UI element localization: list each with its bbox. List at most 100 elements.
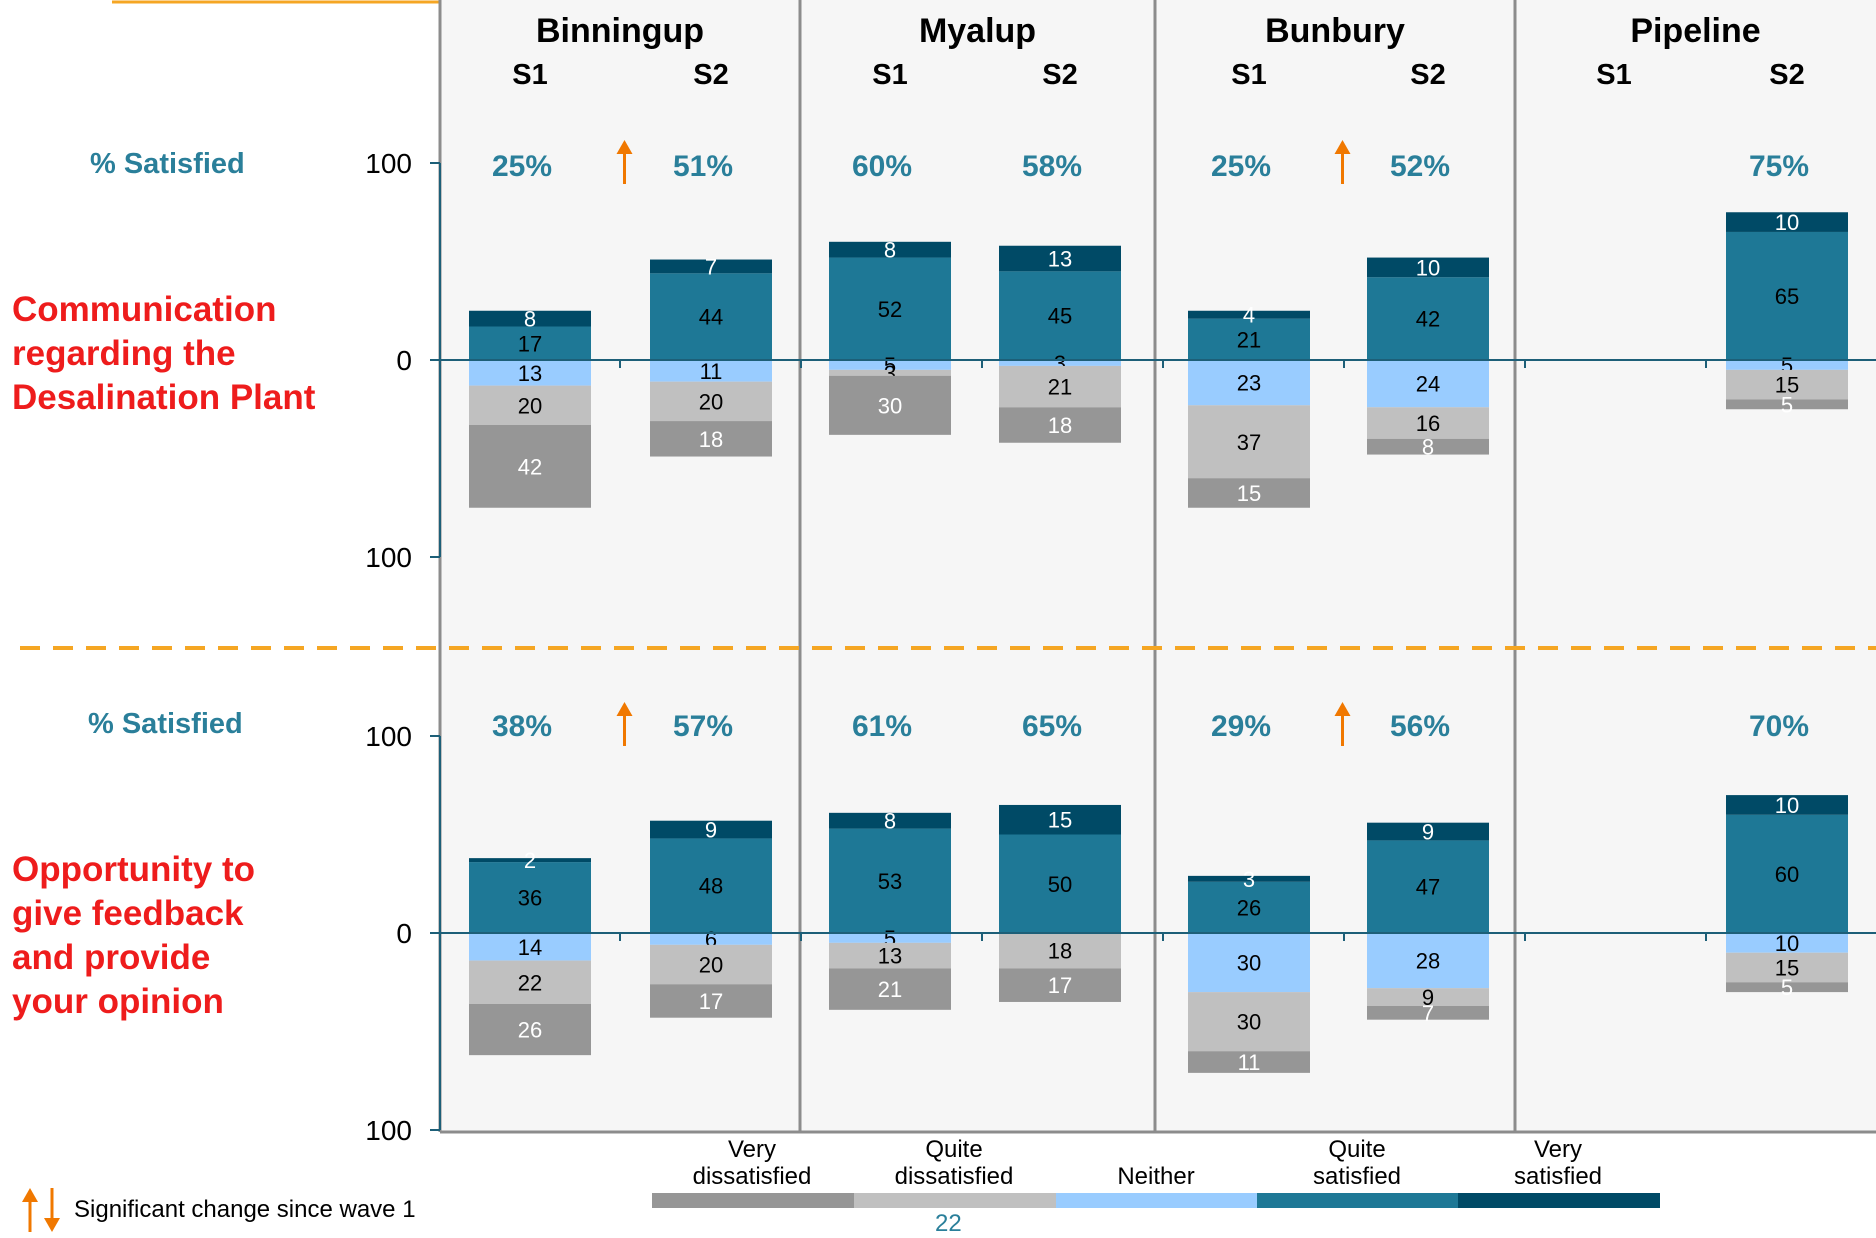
bar-value-label: 15	[1237, 481, 1261, 506]
bar-value-label: 11	[700, 359, 723, 384]
bar-segment-very-satisfied	[1188, 875, 1310, 882]
y-tick-label: 0	[396, 345, 412, 376]
wave-header: S2	[693, 59, 728, 91]
bar-segment-quite-satisfied	[999, 271, 1121, 360]
bar-segment-very-dissatisfied	[1726, 982, 1848, 993]
bar-value-label: 50	[1048, 872, 1072, 897]
bar-value-label: 8	[524, 307, 536, 332]
pct-satisfied-label: 75%	[1749, 150, 1809, 183]
bar-segment-very-dissatisfied	[1188, 478, 1310, 508]
legend-down-arrow-icon	[44, 1188, 60, 1232]
bar-value-label: 21	[1237, 327, 1261, 352]
bar-segment-quite-dissatisfied	[1367, 407, 1489, 439]
legend-swatch-very-dissatisfied	[652, 1193, 854, 1208]
bar-segment-quite-dissatisfied	[650, 381, 772, 422]
bar-segment-very-satisfied	[1726, 212, 1848, 232]
wave-header: S1	[512, 59, 547, 91]
bar-segment-very-dissatisfied	[1367, 1005, 1489, 1020]
bar-segment-quite-dissatisfied	[1188, 992, 1310, 1052]
bar-value-label: 22	[518, 970, 542, 995]
bar-segment-very-satisfied	[829, 812, 951, 829]
bar-value-label: 42	[518, 454, 542, 479]
group-header: Bunbury	[1265, 12, 1405, 50]
bar-segment-quite-satisfied	[1367, 840, 1489, 933]
bar-value-label: 42	[1416, 307, 1440, 332]
bar-segment-neither	[1367, 933, 1489, 989]
bar-segment-neither	[1188, 933, 1310, 993]
bar-value-label: 18	[1048, 939, 1072, 964]
bar-value-label: 10	[1416, 255, 1440, 280]
significance-up-arrow-icon	[1334, 702, 1351, 746]
bar-value-label: 13	[878, 944, 902, 969]
bar-segment-quite-dissatisfied	[1726, 369, 1848, 400]
bar-segment-very-dissatisfied	[999, 968, 1121, 1002]
bar-value-label: 52	[878, 297, 902, 322]
legend-up-arrow-icon	[22, 1188, 38, 1232]
wave-header: S2	[1042, 59, 1077, 91]
bar-value-label: 7	[1422, 1001, 1434, 1026]
bar-segment-very-dissatisfied	[469, 425, 591, 508]
bar-value-label: 14	[518, 935, 542, 960]
bar-segment-neither	[1726, 933, 1848, 953]
bar-segment-quite-dissatisfied	[650, 944, 772, 985]
bar-value-label: 45	[1048, 304, 1072, 329]
pct-satisfied-label: 25%	[1211, 150, 1271, 183]
bar-segment-very-dissatisfied	[999, 407, 1121, 443]
bar-segment-quite-dissatisfied	[999, 933, 1121, 969]
bar-segment-neither	[1726, 360, 1848, 370]
legend-swatch-very-satisfied	[1458, 1193, 1660, 1208]
y-tick-label: 100	[365, 542, 412, 573]
bar-segment-quite-dissatisfied	[469, 385, 591, 426]
bar-segment-very-satisfied	[469, 858, 591, 863]
satisfied-header-row-2: % Satisfied	[88, 708, 243, 740]
row-label-feedback: Opportunity to give feedback and provide…	[12, 850, 256, 1021]
pct-satisfied-label: 57%	[673, 710, 733, 743]
bar-segment-quite-satisfied	[469, 326, 591, 360]
bar-segment-quite-dissatisfied	[999, 365, 1121, 408]
bar-segment-neither	[650, 933, 772, 945]
bar-value-label: 17	[1048, 973, 1072, 998]
wave-header: S1	[1231, 59, 1266, 91]
bar-value-label: 24	[1416, 372, 1440, 397]
bar-value-label: 26	[1237, 895, 1261, 920]
pct-satisfied-label: 56%	[1390, 710, 1450, 743]
bar-value-label: 37	[1237, 430, 1261, 455]
bar-value-label: 10	[1775, 931, 1799, 956]
wave-header: S2	[1769, 59, 1804, 91]
bar-segment-very-satisfied	[1726, 795, 1848, 815]
bar-segment-very-satisfied	[999, 804, 1121, 835]
legend-label-quite-satisfied: Quite satisfied	[1312, 1136, 1402, 1190]
y-tick-label: 100	[365, 1115, 412, 1146]
bar-value-label: 36	[518, 886, 542, 911]
significance-up-arrow-icon	[616, 140, 633, 184]
bar-segment-neither	[829, 933, 951, 943]
bar-segment-very-satisfied	[1367, 822, 1489, 841]
bar-segment-quite-satisfied	[469, 862, 591, 933]
bar-value-label: 17	[518, 331, 542, 356]
bar-value-label: 20	[518, 393, 542, 418]
wave-header: S2	[1410, 59, 1445, 91]
bar-value-label: 60	[1775, 862, 1799, 887]
bar-segment-quite-satisfied	[1726, 231, 1848, 360]
bar-value-label: 9	[1422, 820, 1434, 845]
bar-segment-neither	[650, 360, 772, 382]
bar-value-label: 16	[1416, 411, 1440, 436]
legend-label-very-satisfied: Very satisfied	[1513, 1136, 1603, 1190]
bar-value-label: 47	[1416, 875, 1440, 900]
legend-swatch-quite-satisfied	[1257, 1193, 1459, 1208]
pct-satisfied-label: 25%	[492, 150, 552, 183]
bar-segment-very-satisfied	[650, 820, 772, 839]
bar-segment-quite-dissatisfied	[829, 942, 951, 969]
bar-value-label: 13	[1048, 247, 1072, 272]
bar-segment-neither	[999, 360, 1121, 366]
significance-note: Significant change since wave 1	[74, 1196, 416, 1223]
bar-value-label: 4	[1243, 303, 1255, 328]
bar-segment-neither	[469, 933, 591, 961]
pct-satisfied-label: 52%	[1390, 150, 1450, 183]
legend-label-quite-dissatisfied: Quite dissatisfied	[894, 1136, 1014, 1190]
bar-value-label: 10	[1775, 210, 1799, 235]
bar-value-label: 7	[705, 254, 717, 279]
wave-header: S1	[872, 59, 907, 91]
legend-label-neither: Neither	[1117, 1163, 1195, 1190]
legend-label-very-dissatisfied: Very dissatisfied	[692, 1136, 812, 1190]
